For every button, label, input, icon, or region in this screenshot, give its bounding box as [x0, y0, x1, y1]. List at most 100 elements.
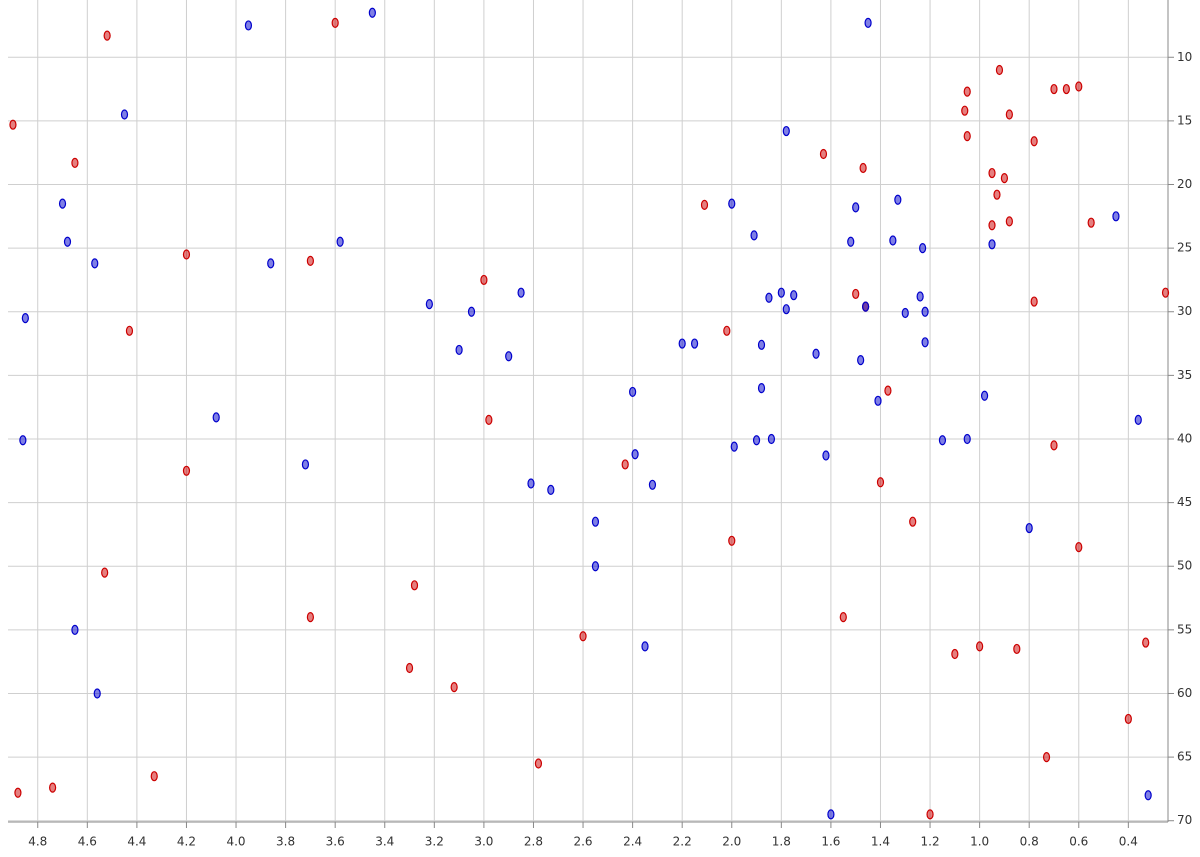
x-tick-label: 4.0	[226, 835, 245, 849]
peak	[859, 162, 867, 174]
peak	[901, 307, 909, 319]
peak	[864, 17, 872, 29]
peak	[120, 109, 129, 120]
peak	[730, 441, 738, 452]
peak	[884, 385, 892, 396]
peak	[1075, 81, 1083, 92]
peak	[1000, 173, 1009, 184]
peak	[1124, 713, 1132, 725]
peak	[1144, 790, 1152, 801]
y-tick-label: 30	[1177, 304, 1192, 318]
x-tick-label: 2.8	[524, 835, 543, 849]
peak	[993, 189, 1001, 200]
y-tick-label: 55	[1177, 622, 1192, 636]
peak	[93, 688, 101, 699]
peak	[700, 199, 709, 210]
peak	[49, 782, 57, 793]
peak	[1142, 637, 1150, 648]
peak	[812, 348, 820, 359]
peak	[1112, 211, 1120, 222]
peak	[963, 433, 971, 445]
y-tick-label: 25	[1177, 241, 1192, 255]
peak	[410, 580, 419, 591]
peak	[212, 412, 220, 423]
peak	[244, 20, 253, 31]
peak	[641, 641, 649, 652]
peak	[1042, 752, 1051, 763]
peak	[425, 299, 433, 310]
peak	[267, 258, 275, 269]
peak	[847, 236, 855, 247]
peak	[976, 641, 984, 652]
peak	[988, 220, 996, 231]
peak	[728, 535, 736, 546]
peak	[819, 148, 828, 160]
peak	[961, 105, 969, 116]
x-tick-label: 1.6	[821, 835, 840, 849]
peak	[621, 459, 629, 470]
x-tick-label: 1.2	[921, 835, 940, 849]
peak	[182, 465, 191, 476]
y-tick-label: 60	[1177, 686, 1192, 700]
peak	[777, 287, 785, 298]
peak	[1013, 643, 1021, 655]
peak	[1030, 296, 1038, 307]
peak	[1075, 542, 1083, 553]
peak	[916, 291, 924, 302]
x-tick-label: 4.8	[28, 835, 47, 849]
peak	[1030, 136, 1038, 147]
peak	[336, 236, 344, 247]
peak	[757, 382, 766, 394]
peak	[852, 202, 860, 213]
x-tick-label: 4.6	[78, 835, 97, 849]
x-tick-label: 4.4	[127, 835, 146, 849]
peak	[648, 479, 657, 490]
peak	[750, 230, 758, 241]
y-tick-label: 15	[1177, 113, 1192, 127]
peak	[938, 435, 947, 446]
peak	[1062, 83, 1070, 95]
peak	[889, 235, 897, 246]
peak	[678, 338, 686, 349]
peak	[306, 612, 314, 623]
y-tick-label: 65	[1177, 750, 1192, 764]
peak	[926, 809, 934, 820]
peak	[874, 395, 882, 406]
x-tick-label: 1.8	[772, 835, 791, 849]
peak	[723, 325, 731, 336]
peak	[1050, 83, 1058, 95]
peak	[19, 435, 27, 446]
peak	[91, 258, 99, 269]
peak	[9, 119, 17, 130]
y-tick-label: 40	[1177, 431, 1192, 445]
peak	[752, 435, 761, 446]
peak	[1134, 414, 1142, 426]
peak	[101, 567, 109, 578]
peak	[301, 459, 310, 470]
peak	[782, 304, 790, 315]
x-tick-label: 4.2	[177, 835, 196, 849]
peak	[368, 7, 376, 18]
peak	[527, 478, 535, 489]
peak	[534, 758, 543, 769]
peak	[988, 239, 996, 250]
peak	[757, 339, 766, 350]
x-tick-label: 0.4	[1119, 835, 1138, 849]
x-tick-label: 2.0	[722, 835, 741, 849]
peak	[629, 386, 637, 398]
peak	[765, 292, 773, 303]
peak	[1025, 522, 1033, 534]
peak	[591, 561, 600, 572]
x-tick-label: 0.6	[1069, 835, 1088, 849]
peak	[1050, 440, 1058, 451]
x-tick-label: 2.2	[673, 835, 692, 849]
x-tick-label: 0.8	[1020, 835, 1039, 849]
x-tick-label: 3.2	[425, 835, 444, 849]
peak	[591, 516, 600, 527]
peak	[1005, 216, 1013, 227]
peak	[331, 17, 339, 29]
peak	[480, 274, 488, 286]
peak	[517, 287, 525, 298]
peak	[631, 449, 639, 460]
x-tick-label: 3.8	[276, 835, 295, 849]
